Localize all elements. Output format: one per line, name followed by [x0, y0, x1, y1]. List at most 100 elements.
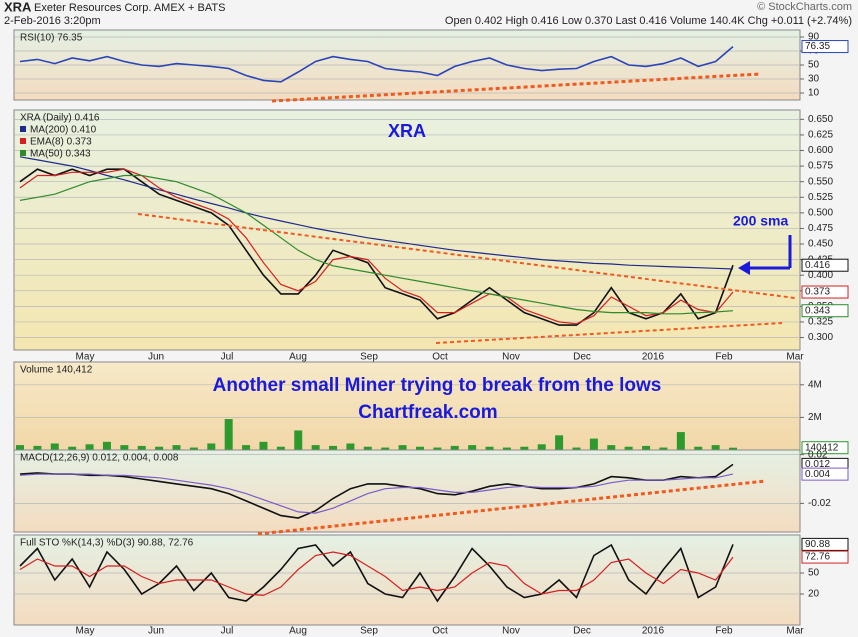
month-label: Feb	[715, 626, 733, 637]
panel-title: MACD(12,26,9) 0.012, 0.004, 0.008	[20, 453, 179, 464]
quote: Open 0.402 High 0.416 Low 0.370 Last 0.4…	[445, 15, 852, 27]
site: Chartfreak.com	[358, 402, 497, 423]
series-line	[19, 45, 734, 83]
volume-bar	[363, 446, 372, 450]
panels: May May Jun Jun Jul Jul Aug Aug Sep Sep Oct Oct Nov N…	[13, 29, 849, 637]
volume-bar	[346, 443, 355, 450]
legend-swatch	[20, 138, 26, 144]
y-tick-label: 0.325	[808, 317, 833, 328]
trendline	[257, 479, 767, 536]
trendline	[271, 72, 761, 103]
annotations: XRA 200 sma Another small Miner trying t…	[137, 72, 796, 536]
volume-bar	[433, 447, 442, 450]
panel-title: Volume 140,412	[20, 365, 93, 376]
month-label: Nov	[502, 626, 520, 637]
volume-bar	[642, 445, 651, 450]
y-tick-label: 0.600	[808, 145, 833, 156]
last-value-label: 72.76	[805, 552, 830, 563]
legend-label: EMA(8) 0.373	[30, 137, 92, 148]
volume-bar	[311, 445, 320, 450]
volume-bar	[242, 445, 251, 450]
month-label: Jun	[148, 626, 164, 637]
last-value-box	[801, 304, 849, 318]
month-label: May	[76, 626, 95, 637]
volume-bar	[624, 446, 633, 450]
month-label: 2016	[642, 626, 665, 637]
volume-bar	[450, 445, 459, 450]
month-label: Sep	[360, 626, 378, 637]
y-tick-label: 0.475	[808, 223, 833, 234]
trendline	[435, 322, 783, 344]
legend-swatch	[20, 126, 26, 132]
month-label: Aug	[289, 626, 307, 637]
trendline	[137, 213, 796, 299]
volume-bar	[224, 419, 233, 450]
month-label: Dec	[573, 352, 591, 363]
y-tick-label: 50	[808, 568, 820, 579]
volume-bar	[207, 443, 216, 450]
y-tick-label: 0.400	[808, 270, 833, 281]
volume-bar	[676, 432, 685, 450]
y-tick-label: 0.575	[808, 161, 833, 172]
last-value-box	[801, 258, 849, 272]
legend-label: MA(200) 0.410	[30, 125, 97, 136]
volume-bar	[33, 445, 42, 450]
series-line	[19, 156, 734, 270]
y-tick-label: 0.625	[808, 130, 833, 141]
month-label: Mar	[786, 352, 804, 363]
y-tick-label: 0.300	[808, 332, 833, 343]
volume-bar	[329, 445, 338, 450]
last-value-box	[801, 441, 849, 455]
last-value-box	[801, 550, 849, 564]
volume-bar	[711, 445, 720, 450]
volume-bar	[68, 446, 77, 450]
volume-bar	[729, 447, 737, 450]
volume-bar	[607, 445, 616, 450]
y-tick-label: 10	[808, 88, 820, 99]
volume-bar	[259, 441, 268, 450]
y-tick-label: 4M	[808, 379, 822, 390]
volume-bar	[189, 447, 198, 450]
arrow-head	[738, 261, 750, 275]
last-value-box	[801, 467, 849, 481]
ticker-note: XRA	[388, 121, 426, 141]
month-label: 2016	[642, 352, 665, 363]
y-tick-label: 90	[808, 32, 820, 43]
series-line	[19, 174, 734, 315]
month-label: Oct	[432, 352, 448, 363]
y-tick-label: -0.02	[808, 498, 831, 509]
panel-title: XRA (Daily) 0.416	[20, 113, 100, 124]
panel-title: RSI(10) 76.35	[20, 33, 83, 44]
legend-swatch	[20, 150, 26, 156]
volume-bar	[485, 446, 494, 450]
series-line	[19, 543, 734, 603]
volume-bar	[155, 446, 164, 450]
volume-bar	[415, 446, 424, 450]
last-value-label: 0.373	[805, 287, 830, 298]
last-value-label: 0.004	[805, 469, 830, 480]
month-label: Aug	[289, 352, 307, 363]
y-tick-label: 30	[808, 74, 820, 85]
volume-bar	[659, 447, 668, 450]
volume-bar	[468, 445, 477, 450]
last-value-box	[801, 40, 849, 54]
volume-bar	[16, 445, 24, 450]
volume-bar	[50, 443, 59, 450]
volume-bar	[85, 444, 94, 450]
last-value-box	[801, 537, 849, 551]
month-label: Nov	[502, 352, 520, 363]
last-value-label: 0.012	[805, 459, 830, 470]
panel	[13, 361, 801, 451]
series-line	[19, 473, 734, 514]
last-value-label: 140412	[805, 442, 839, 453]
month-label: Dec	[573, 626, 591, 637]
date: 2-Feb-2016 3:20pm	[4, 15, 101, 27]
volume-bar	[520, 446, 529, 450]
series-line	[19, 551, 734, 597]
last-value-label: 76.35	[805, 41, 830, 52]
y-tick-label: 2M	[808, 412, 822, 423]
y-tick-label: 50	[808, 60, 820, 71]
volume-bar	[276, 446, 285, 450]
month-label: Jul	[221, 352, 234, 363]
